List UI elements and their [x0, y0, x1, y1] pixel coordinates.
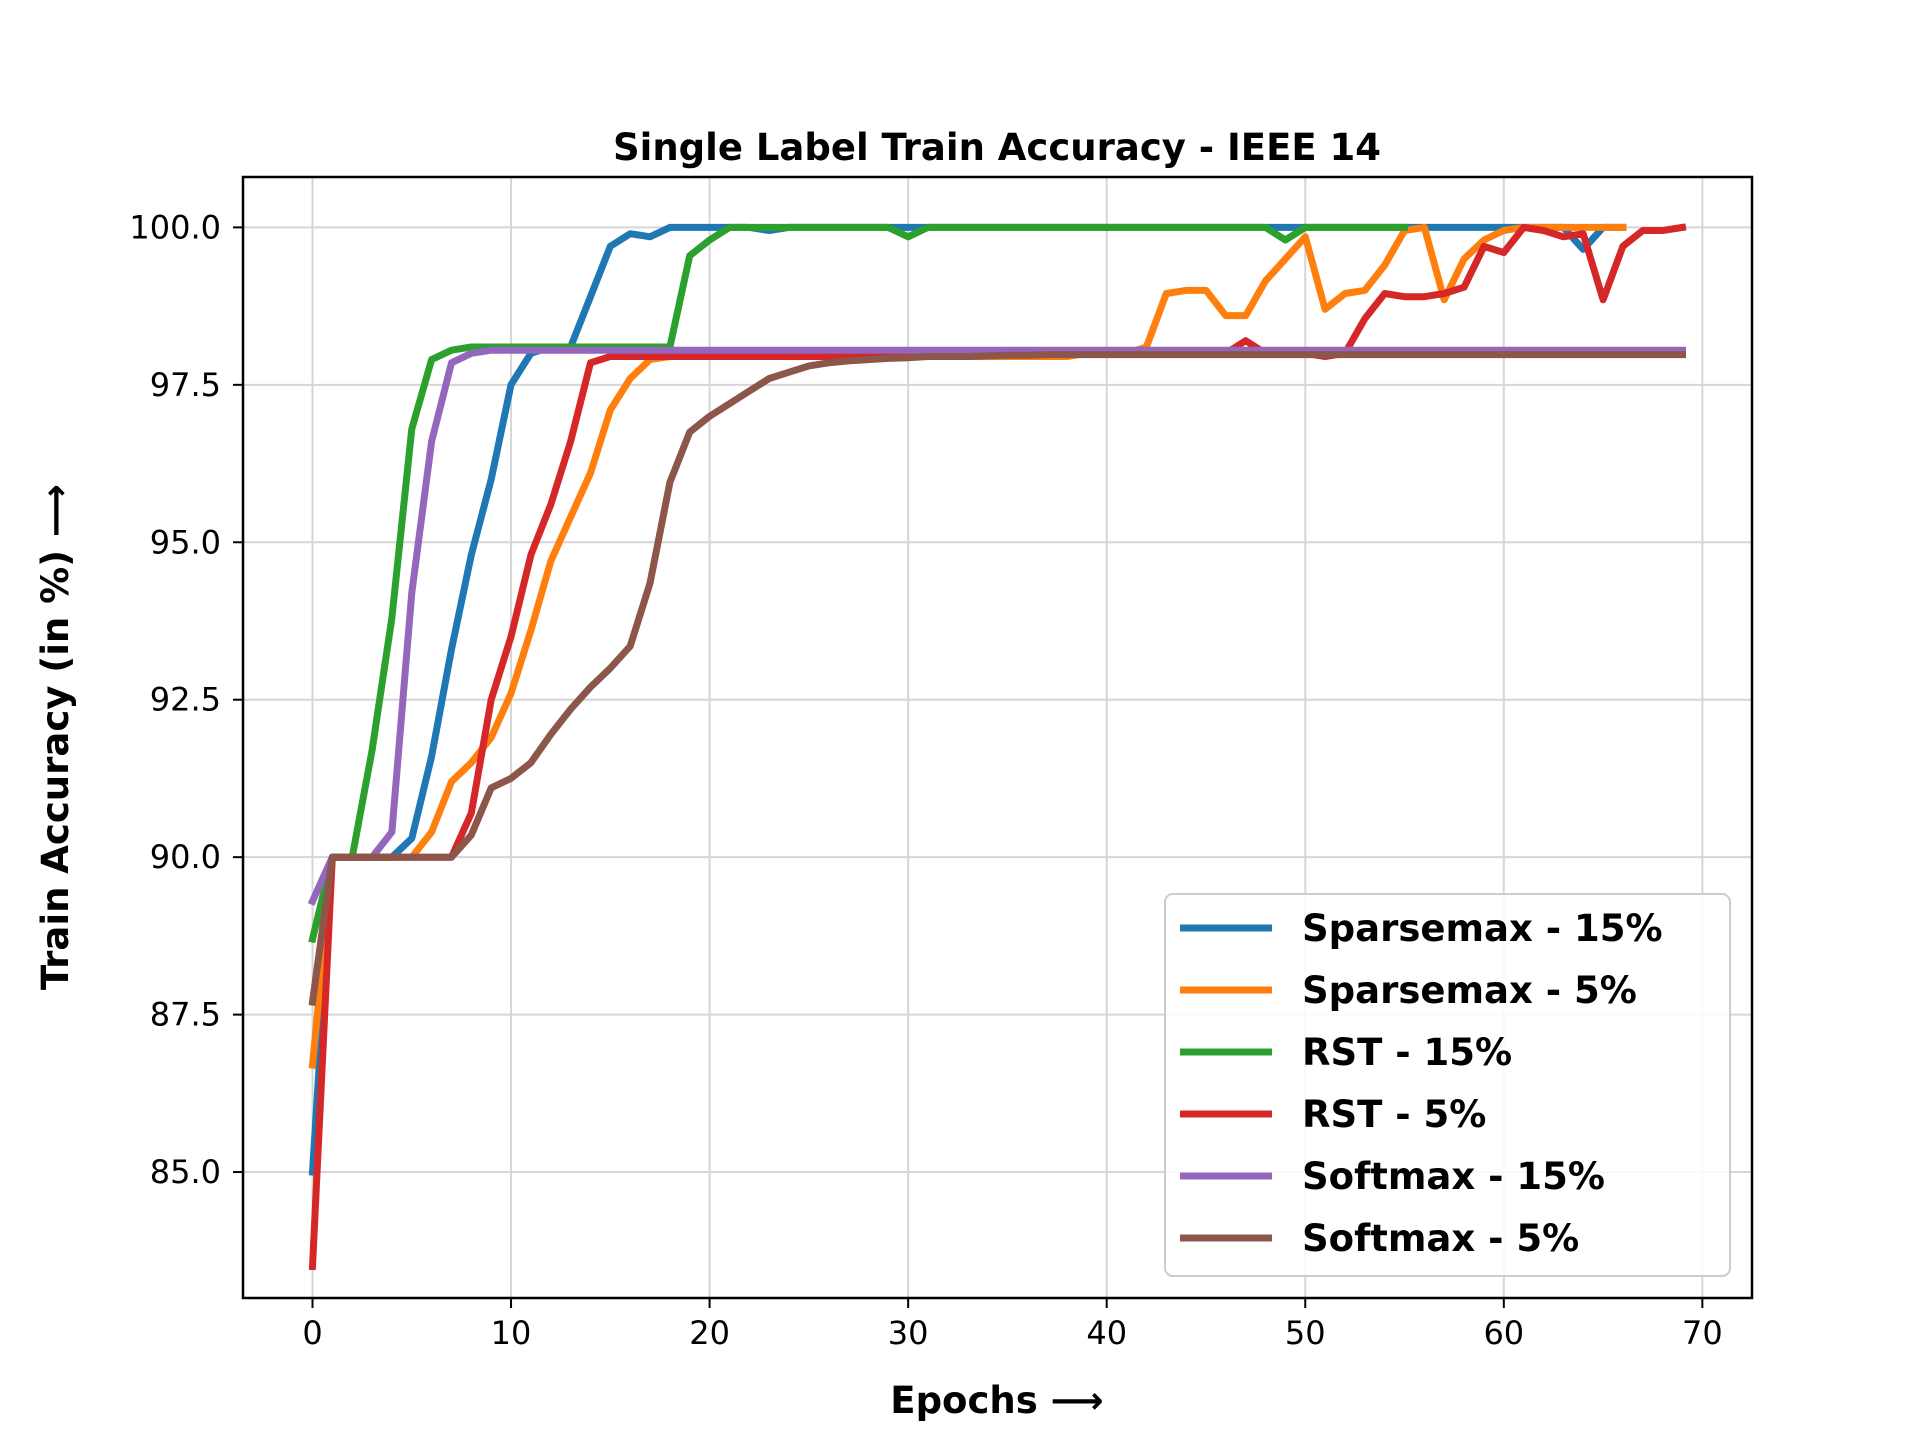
x-tick-label: 60: [1483, 1314, 1524, 1352]
legend-entry-label: RST - 5%: [1302, 1093, 1486, 1136]
y-tick-label: 95.0: [150, 523, 221, 561]
legend-box: [1164, 893, 1731, 1277]
x-tick-label: 30: [888, 1314, 929, 1352]
series-line-5: [307, 346, 1686, 906]
x-tick-label: 70: [1682, 1314, 1723, 1352]
x-tick-label: 20: [689, 1314, 730, 1352]
legend: Sparsemax - 15% Sparsemax - 5% RST - 15% RS…: [1164, 893, 1731, 1277]
legend-entry-label: Sparsemax - 15%: [1302, 907, 1663, 950]
axis-ticks: 0 10 20 30 40 50 60 70 85.0 87.5 90.0 92.5 95.0 97.5 1…: [129, 208, 1722, 1352]
y-tick-label: 85.0: [150, 1153, 221, 1191]
x-tick-label: 50: [1285, 1314, 1326, 1352]
x-tick-label: 0: [302, 1314, 322, 1352]
y-tick-label: 90.0: [150, 838, 221, 876]
y-tick-label: 87.5: [150, 996, 221, 1034]
x-tick-label: 10: [491, 1314, 532, 1352]
legend-entry-label: RST - 15%: [1302, 1031, 1512, 1074]
x-axis-label: Epochs ⟶: [890, 1379, 1103, 1422]
legend-entry-label: Softmax - 15%: [1302, 1155, 1605, 1198]
series-lines: [307, 223, 1687, 1271]
plot-frame: [241, 175, 1754, 1300]
y-tick-label: 97.5: [150, 366, 221, 404]
chart-title: Single Label Train Accuracy - IEEE 14: [613, 126, 1381, 169]
y-tick-label: 92.5: [150, 681, 221, 719]
y-axis-label: Train Accuracy (in %) ⟶: [34, 484, 77, 990]
legend-entry-label: Sparsemax - 5%: [1302, 969, 1637, 1012]
y-tick-label: 100.0: [129, 208, 221, 246]
series-line-6: [308, 351, 1686, 1006]
x-tick-label: 40: [1086, 1314, 1127, 1352]
legend-entry-label: Softmax - 5%: [1302, 1217, 1579, 1260]
